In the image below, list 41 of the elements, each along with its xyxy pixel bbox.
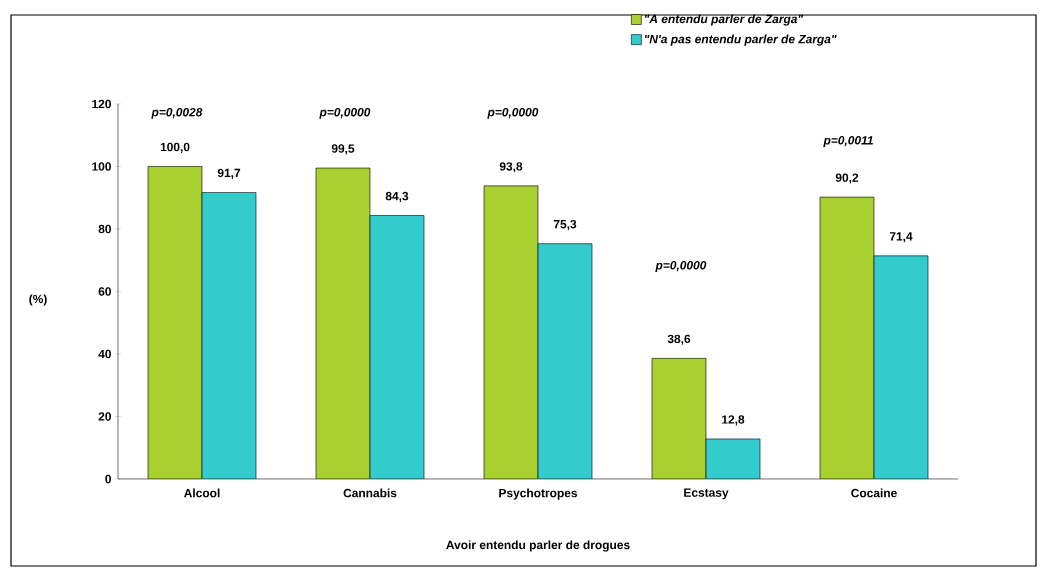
- y-tick-label: 20: [98, 412, 111, 421]
- x-tick-label: Alcool: [184, 488, 220, 498]
- y-tick-label: 60: [98, 287, 111, 296]
- y-axis-title: (%): [29, 294, 47, 306]
- data-label: 38,6: [667, 334, 691, 345]
- y-tick-label: 100: [92, 162, 111, 171]
- y-tick-label: 40: [98, 349, 111, 359]
- bar: [315, 167, 371, 479]
- data-label: 71,4: [889, 232, 913, 243]
- bar: [537, 243, 593, 479]
- data-label: 93,8: [499, 162, 523, 173]
- bar: [651, 358, 707, 479]
- legend-label: "N'a pas entendu parler de Zarga": [644, 34, 837, 46]
- y-tick-label: 80: [98, 224, 111, 234]
- x-tick-label: Ecstasy: [684, 488, 729, 500]
- bar: [201, 192, 257, 479]
- data-label: 75,3: [553, 219, 577, 231]
- annotation: p=0,0011: [823, 136, 873, 147]
- x-tick-label: Psychotropes: [499, 488, 578, 500]
- legend-label: "A entendu parler de Zarga": [644, 14, 804, 26]
- bar: [483, 185, 539, 479]
- bar: [819, 196, 875, 479]
- data-label: 12,8: [722, 415, 745, 426]
- data-label: 100,0: [160, 142, 190, 153]
- bar: [369, 215, 425, 479]
- x-axis-title: Avoir entendu parler de drogues: [446, 540, 630, 552]
- y-tick-label: 0: [105, 474, 111, 484]
- annotation: p=0,0000: [655, 261, 707, 272]
- x-tick-label: Cocaine: [851, 488, 897, 498]
- data-label: 90,2: [835, 173, 859, 184]
- annotation: p=0,0028: [151, 107, 203, 119]
- data-label: 84,3: [385, 191, 409, 203]
- bar: [147, 166, 203, 479]
- data-label: 99,5: [331, 144, 355, 155]
- y-tick-label: 120: [92, 99, 111, 109]
- x-tick-label: Cannabis: [343, 488, 397, 498]
- annotation: p=0,0000: [487, 107, 539, 119]
- annotation: p=0,0000: [319, 107, 371, 119]
- bar: [873, 255, 929, 479]
- bar: [705, 438, 761, 479]
- data-label: 91,7: [217, 168, 241, 179]
